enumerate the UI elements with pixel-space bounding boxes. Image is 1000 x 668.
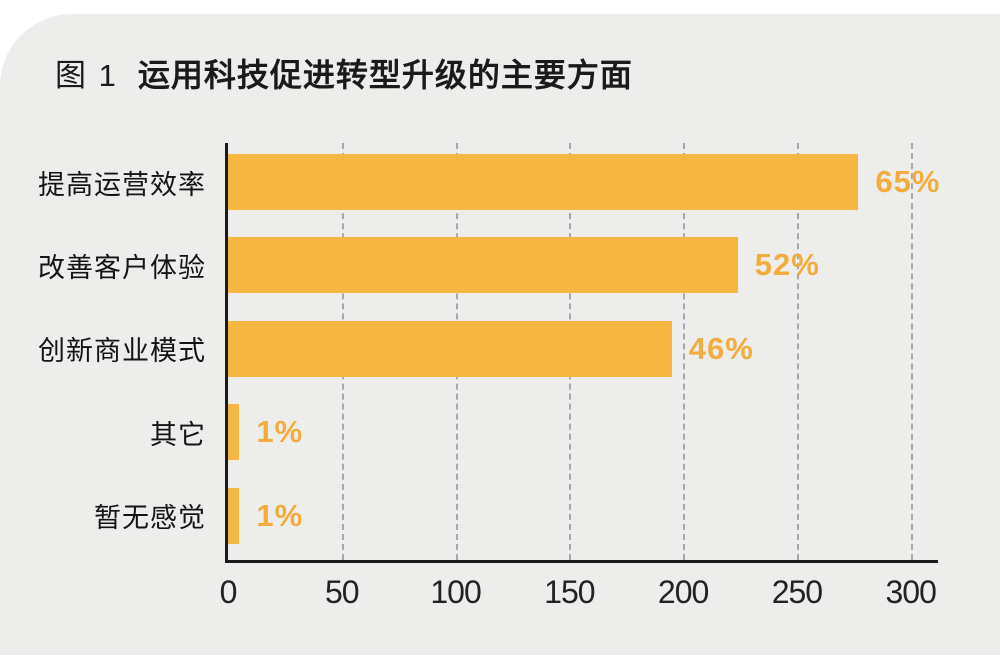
value-label: 52% <box>754 247 820 283</box>
category-label: 创新商业模式 <box>38 336 206 367</box>
value-label: 65% <box>875 164 941 199</box>
gridline <box>910 143 913 560</box>
chart-title: 图 1 运用科技促进转型升级的主要方面 <box>55 50 633 96</box>
bar <box>228 237 738 294</box>
figure-number-label: 图 1 <box>55 58 118 93</box>
category-label: 提高运营效率 <box>38 169 206 200</box>
x-tick-label: 300 <box>885 574 936 610</box>
x-tick-label: 0 <box>219 574 238 610</box>
plot-area <box>225 143 938 563</box>
bar <box>228 320 672 377</box>
category-label: 暂无感觉 <box>94 503 206 534</box>
x-tick-label: 250 <box>771 574 823 610</box>
value-label: 46% <box>688 330 754 366</box>
bar <box>228 154 859 210</box>
value-label: 1% <box>256 414 304 450</box>
x-tick-label: 100 <box>430 574 481 610</box>
category-label: 改善客户体验 <box>38 252 206 283</box>
value-label: 1% <box>256 497 304 533</box>
bar <box>228 404 240 461</box>
x-tick-label: 150 <box>544 574 595 610</box>
gridline <box>683 143 686 560</box>
chart-title-text: 运用科技促进转型升级的主要方面 <box>137 57 633 93</box>
bar <box>228 487 240 544</box>
x-tick-label: 200 <box>657 574 709 610</box>
gridline <box>796 143 799 560</box>
x-tick-label: 50 <box>324 574 360 610</box>
category-label: 其它 <box>150 419 206 450</box>
